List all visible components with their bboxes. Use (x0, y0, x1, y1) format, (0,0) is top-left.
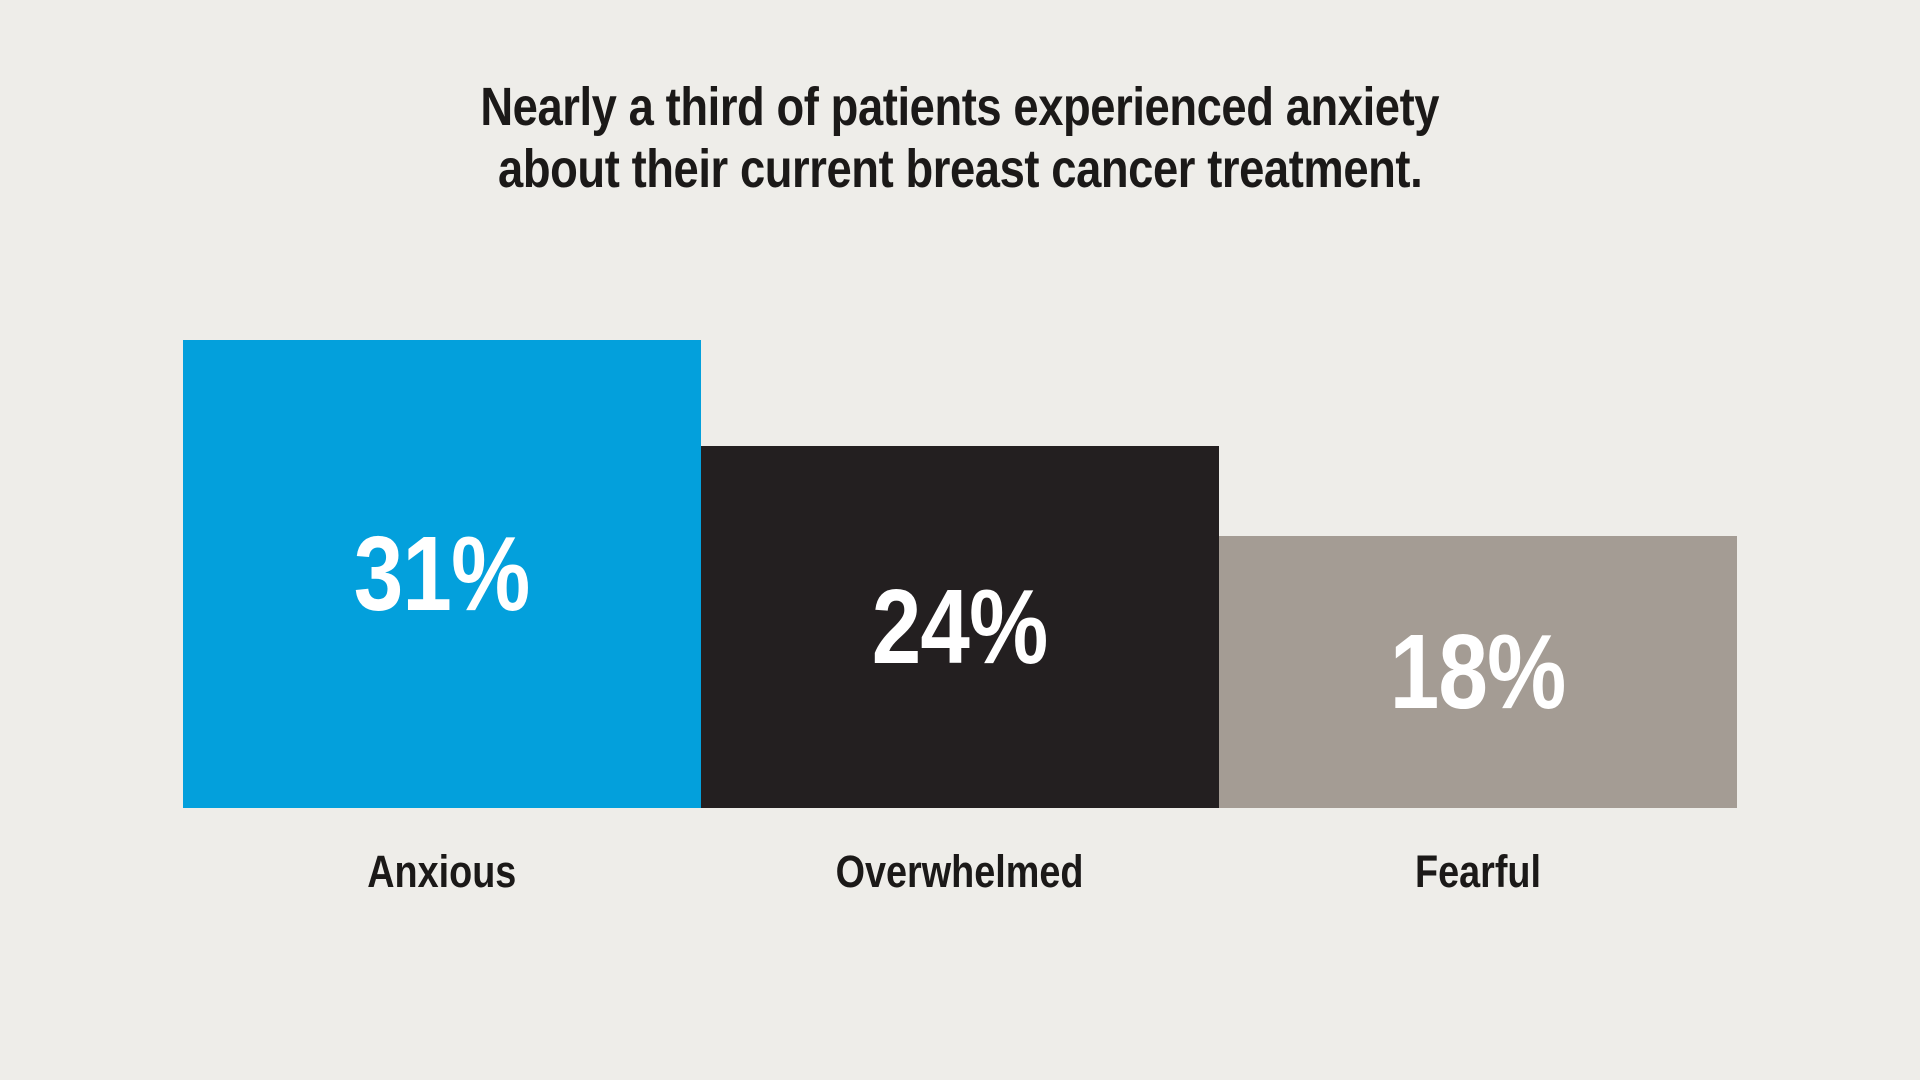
bar-value-label-overwhelmed: 24% (872, 567, 1049, 686)
bar-anxious: 31% (183, 340, 701, 808)
bar-value-label-fearful: 18% (1390, 612, 1567, 731)
chart-title: Nearly a third of patients experienced a… (0, 76, 1920, 200)
category-label-overwhelmed: Overwhelmed (836, 846, 1084, 897)
bar-overwhelmed: 24% (701, 446, 1219, 808)
category-label-fearful: Fearful (1414, 846, 1542, 897)
category-label-anxious: Anxious (367, 846, 517, 897)
chart-title-line-2: about their current breast cancer treatm… (497, 139, 1423, 199)
category-labels: Anxious Overwhelmed Fearful (183, 846, 1737, 898)
chart-title-line-1: Nearly a third of patients experienced a… (480, 77, 1440, 137)
bar-fearful: 18% (1219, 536, 1737, 808)
bar-group: 31% 24% 18% (183, 340, 1737, 808)
bar-value-label-anxious: 31% (354, 514, 531, 633)
